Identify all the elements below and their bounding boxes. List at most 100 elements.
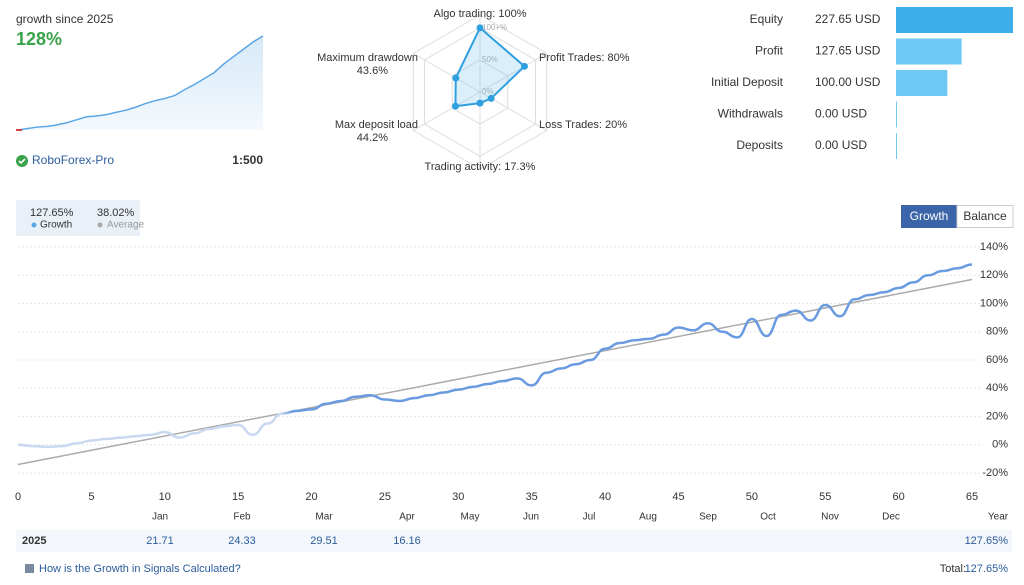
y-tick-label: 140% <box>980 241 1008 253</box>
y-tick-label: 120% <box>980 269 1008 281</box>
sparkline <box>17 35 264 131</box>
button[interactable] <box>956 205 1014 228</box>
dot <box>97 222 103 228</box>
table-cell: 21.71 <box>146 535 174 547</box>
y-tick-label: 60% <box>986 354 1008 366</box>
x-tick-label: 45 <box>672 491 684 503</box>
growth-panel: growth since 2025 128% RoboForex-Pro 1:5… <box>16 12 263 167</box>
sparkline-area <box>18 36 263 130</box>
radar-value: 43.6% <box>357 65 388 77</box>
radar-sep: : <box>498 161 504 173</box>
check <box>18 158 26 165</box>
y-tick-label: 40% <box>986 382 1008 394</box>
radar-point <box>476 24 484 32</box>
radar-tick-label: 0% <box>482 87 494 96</box>
radar-sep: : <box>492 8 498 20</box>
stat-bar <box>896 133 897 159</box>
radar-label: Maximum drawdown 43.6% <box>317 52 418 77</box>
radar-point <box>476 99 484 107</box>
radar-spoke <box>413 91 481 131</box>
y-tick-label: 0% <box>992 439 1008 451</box>
footer-total-label: Total: <box>940 563 966 575</box>
radar-category: Trading activity <box>425 161 499 173</box>
radar-point <box>451 102 459 110</box>
radar-value: 17.3% <box>504 161 535 173</box>
footer-total: 127.65% <box>965 563 1009 575</box>
growth-title: growth since 2025 <box>16 12 114 26</box>
radar-point <box>487 94 495 102</box>
stat-bar <box>896 38 962 65</box>
month-label: Dec <box>882 512 900 523</box>
toggle: Growth Balance <box>901 205 1014 228</box>
stat-value: 100.00 USD <box>815 75 881 89</box>
stat-label: Withdrawals <box>718 107 783 121</box>
y-tick-label: -20% <box>982 467 1008 479</box>
table-cell: 24.33 <box>228 535 256 547</box>
button-label[interactable]: Growth <box>910 209 949 223</box>
radar-label: Loss Trades: 20% <box>539 119 627 131</box>
radar-label: Algo trading: 100% <box>434 8 527 20</box>
stat-label: Equity <box>750 12 783 26</box>
month-label: Feb <box>233 512 251 523</box>
radar-category: Loss Trades <box>539 119 599 131</box>
summary-growth-label: Growth <box>40 220 72 231</box>
x-tick-label: 15 <box>232 491 244 503</box>
radar-spoke <box>413 53 481 93</box>
month-label: Oct <box>760 512 776 523</box>
table-row <box>16 530 1012 552</box>
radar-area <box>454 26 526 108</box>
radar-category: Max deposit load <box>335 119 418 131</box>
x-tick-label: 0 <box>15 491 21 503</box>
month-label: Jun <box>523 512 539 523</box>
stat-bar <box>896 7 1013 33</box>
x-tick-label: 40 <box>599 491 611 503</box>
x-tick-label: 65 <box>966 491 978 503</box>
x-tick-label: 30 <box>452 491 464 503</box>
summary-average: 38.02% <box>97 207 135 219</box>
table-year: 2025 <box>22 535 46 547</box>
radar-tick-label: 100+% <box>482 23 507 32</box>
summary: 127.65% Growth 38.02% Average <box>16 200 145 236</box>
x-tick-label: 25 <box>379 491 391 503</box>
radar-point <box>520 62 528 70</box>
summary-active[interactable] <box>16 200 140 236</box>
growth-line <box>17 263 973 449</box>
broker[interactable]: RoboForex-Pro <box>32 153 114 167</box>
leverage: 1:500 <box>232 153 263 167</box>
radar-value: 20% <box>605 119 627 131</box>
stat-bar <box>896 101 897 128</box>
help-link[interactable]: How is the Growth in Signals Calculated? <box>39 563 241 575</box>
month-label: Mar <box>315 512 333 523</box>
table-cell: 16.16 <box>393 535 421 547</box>
radar-label: Max deposit load 44.2% <box>335 119 418 144</box>
table-cell: 29.51 <box>310 535 338 547</box>
month-label: Year <box>988 512 1009 523</box>
stat-label: Initial Deposit <box>711 75 784 89</box>
stat-value: 0.00 USD <box>815 138 867 152</box>
stat-value: 0.00 USD <box>815 107 867 121</box>
growth-value: 128% <box>16 29 62 49</box>
radar-value: 80% <box>607 52 629 64</box>
month-label: Jan <box>152 512 168 523</box>
radar-spoke <box>479 53 547 93</box>
button[interactable] <box>901 205 957 228</box>
radar-point <box>452 74 460 82</box>
radar-category: Maximum drawdown <box>317 52 418 64</box>
button-label[interactable]: Balance <box>963 209 1007 223</box>
month-label: May <box>461 512 480 523</box>
radar-category: Algo trading <box>434 8 493 20</box>
trend-line <box>17 278 973 466</box>
stat-label: Deposits <box>736 138 783 152</box>
radar-tick-label: 50% <box>482 55 498 64</box>
stat-value: 227.65 USD <box>815 12 881 26</box>
stat-value: 127.65 USD <box>815 44 881 58</box>
radar-category: Profit Trades <box>539 52 602 64</box>
radar-value: 100% <box>498 8 526 20</box>
radar-label: Profit Trades: 80% <box>539 52 630 64</box>
month-label: Apr <box>399 512 415 523</box>
stat-bar <box>896 70 948 96</box>
radar-sep: : <box>601 52 607 64</box>
y-tick-label: 80% <box>986 326 1008 338</box>
x-tick-label: 50 <box>746 491 758 503</box>
